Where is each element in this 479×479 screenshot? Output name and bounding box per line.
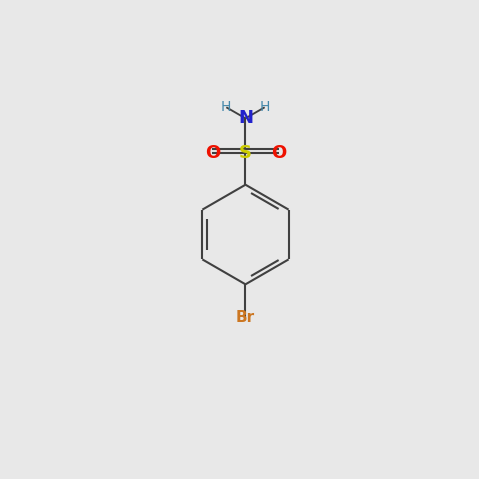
Text: O: O [205, 144, 220, 162]
Text: H: H [221, 100, 231, 114]
Text: O: O [271, 144, 286, 162]
Text: H: H [260, 100, 270, 114]
Text: Br: Br [236, 310, 255, 325]
Text: S: S [239, 144, 252, 162]
Text: N: N [238, 109, 253, 127]
